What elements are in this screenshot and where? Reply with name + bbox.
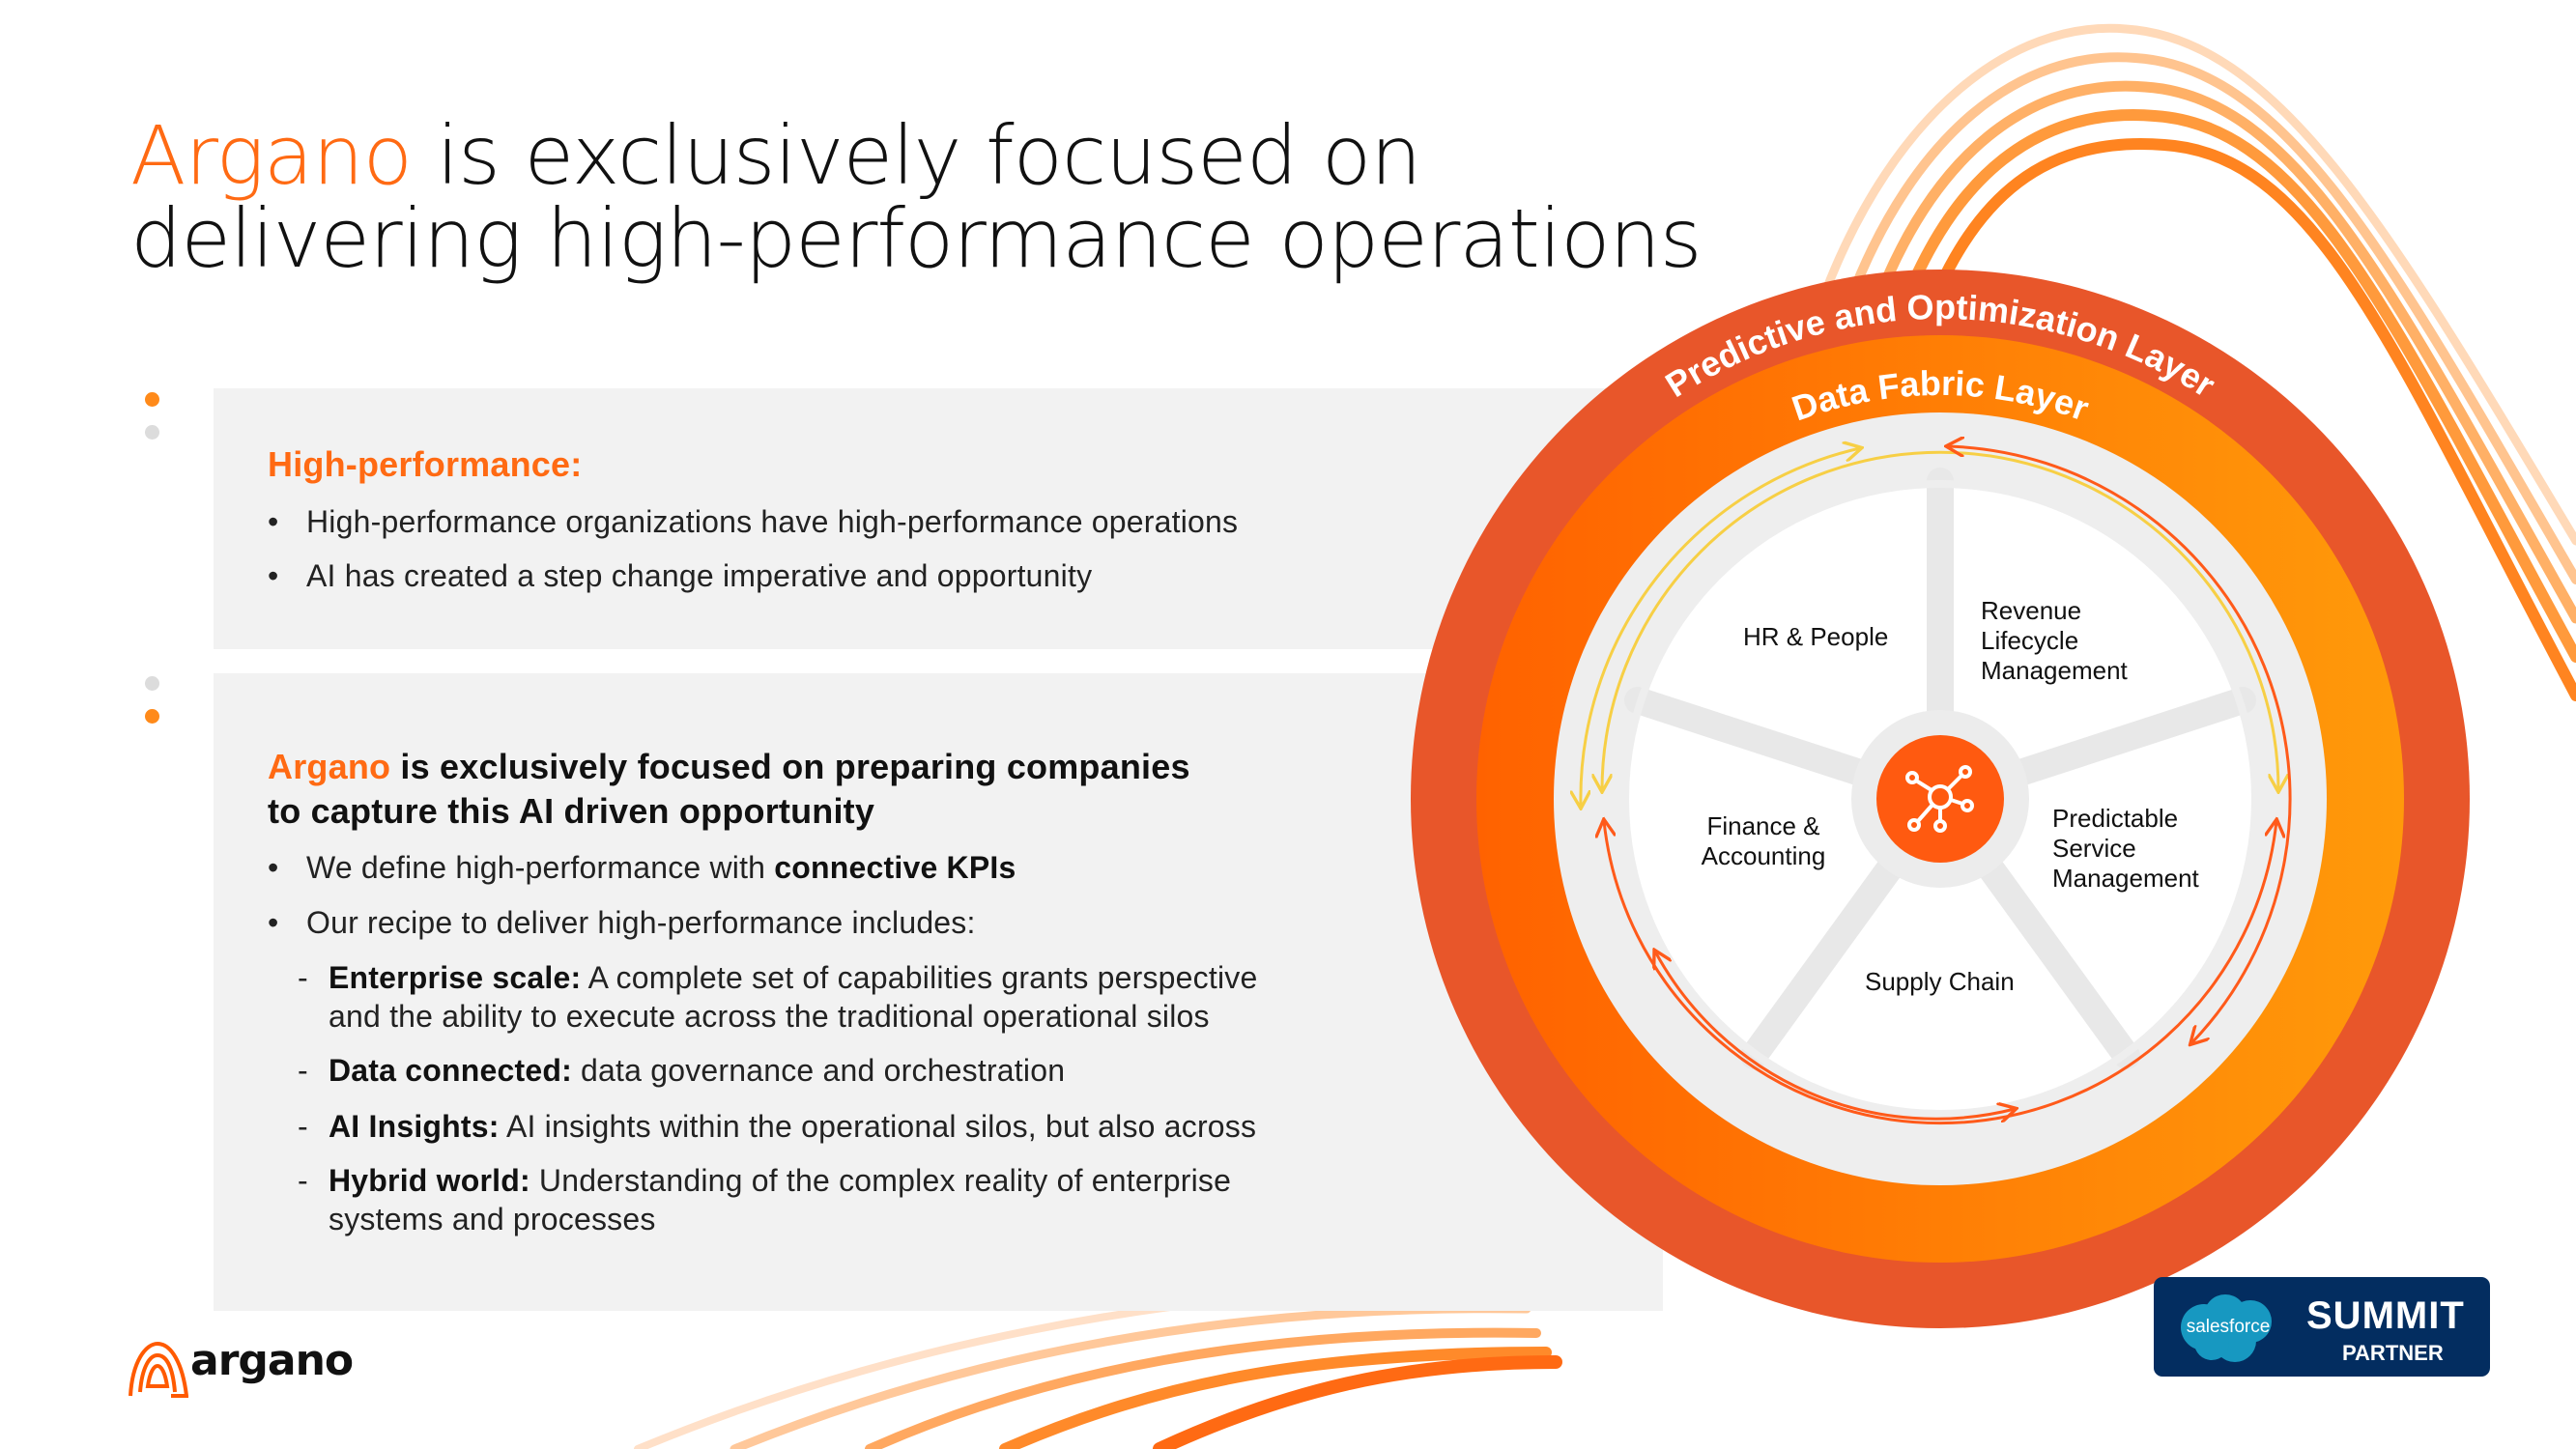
- bullet-text: We define high-performance with: [306, 850, 775, 885]
- sub-item-cont: systems and processes: [329, 1202, 656, 1236]
- sub-item-text: Understanding of the complex reality of …: [530, 1163, 1232, 1198]
- sub-item-bold: AI Insights:: [329, 1109, 500, 1144]
- arrow-orange: [1948, 446, 2292, 1043]
- panel2-heading: Argano is exclusively focused on prepari…: [268, 745, 1190, 789]
- sub-item-cont: and the ability to execute across the tr…: [329, 999, 1210, 1034]
- segment-label: Accounting: [1701, 841, 1826, 870]
- pager-dot[interactable]: [145, 425, 159, 440]
- pager-dot[interactable]: [145, 676, 159, 691]
- page-title: Argano is exclusively focused on deliver…: [130, 114, 1703, 286]
- arrow-orange: [1655, 952, 2015, 1119]
- segment-predictable-service[interactable]: Predictable Service Management: [2052, 804, 2199, 894]
- sub-item-text: A complete set of capabilities grants pe…: [581, 960, 1258, 995]
- segment-label: Service: [2052, 834, 2136, 863]
- arrow-yellow: [1602, 450, 2278, 790]
- panel1-heading: High-performance:: [268, 444, 583, 484]
- sub-item-text: data governance and orchestration: [571, 1053, 1066, 1088]
- segment-label: Finance &: [1706, 811, 1820, 840]
- title-line2: delivering high-performance operations: [130, 191, 1703, 286]
- bullet-text: Our recipe to deliver high-performance i…: [306, 905, 976, 940]
- segment-hr-people[interactable]: HR & People: [1743, 622, 1889, 651]
- arrow-yellow: [1581, 448, 1860, 807]
- heading-accent: Argano: [268, 747, 391, 786]
- flow-arrows: [1581, 446, 2292, 1125]
- segment-label: Revenue: [1981, 596, 2082, 625]
- segment-label: Lifecycle: [1981, 626, 2079, 655]
- segment-revenue-lifecycle[interactable]: Revenue Lifecycle Management: [1981, 596, 2128, 686]
- title-accent: Argano: [130, 108, 413, 203]
- sub-item-bold: Data connected:: [329, 1053, 572, 1088]
- high-performance-panel: [214, 388, 1663, 649]
- pager-dot-active[interactable]: [145, 392, 159, 407]
- segment-finance-accounting[interactable]: Finance & Accounting: [1691, 811, 1836, 871]
- segment-label: Management: [1981, 656, 2128, 685]
- bullet-text: AI has created a step change imperative …: [306, 558, 1093, 593]
- heading-line1: is exclusively focused on preparing comp…: [390, 747, 1190, 786]
- sub-item-text: AI insights within the operational silos…: [499, 1109, 1257, 1144]
- title-line1: is exclusively focused on: [412, 108, 1422, 203]
- sub-item-bold: Hybrid world:: [329, 1163, 530, 1198]
- pager-dot-active[interactable]: [145, 709, 159, 724]
- argano-arch-icon: [129, 1341, 189, 1398]
- hub-circle[interactable]: [1876, 735, 2004, 863]
- segment-label: Management: [2052, 864, 2199, 893]
- sub-item-bold: Enterprise scale:: [329, 960, 582, 995]
- argano-wordmark: argano: [190, 1336, 354, 1385]
- salesforce-cloud-icon: [2181, 1294, 2272, 1362]
- salesforce-text: salesforce: [2186, 1317, 2271, 1337]
- badge-sub: PARTNER: [2342, 1341, 2444, 1365]
- bullet-text: High-performance organizations have high…: [306, 504, 1239, 539]
- badge-tier: SUMMIT: [2306, 1294, 2465, 1337]
- argano-logo: argano: [129, 1336, 354, 1402]
- panel2-heading-line2: to capture this AI driven opportunity: [268, 791, 875, 831]
- salesforce-summit-partner-badge: salesforce SUMMIT PARTNER: [2154, 1277, 2490, 1377]
- segment-supply-chain[interactable]: Supply Chain: [1865, 967, 2015, 996]
- bullet-bold: connective KPIs: [774, 850, 1016, 885]
- segment-label: Predictable: [2052, 804, 2179, 833]
